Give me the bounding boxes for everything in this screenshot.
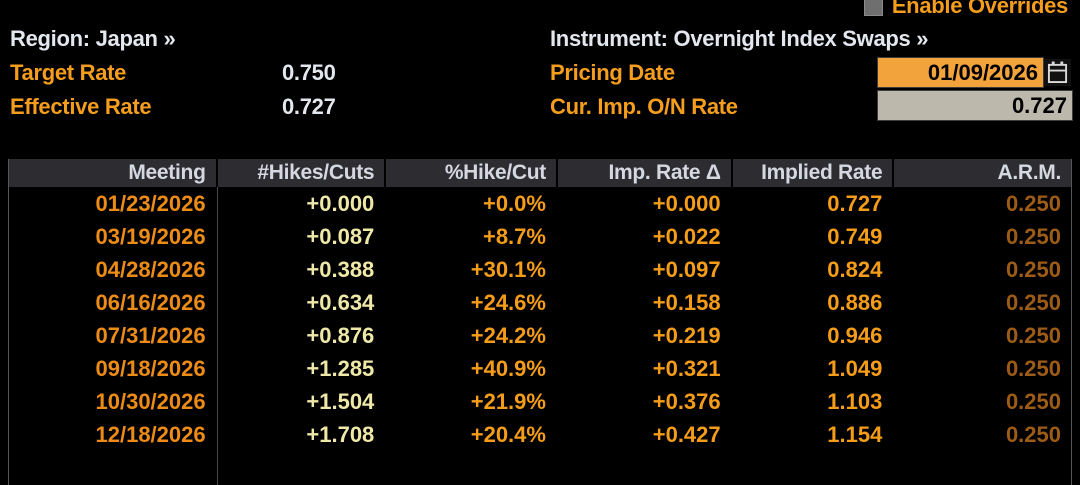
cell-imp-rate-delta: +0.000 (652, 190, 721, 216)
cell-meeting: 06/16/2026 (95, 289, 206, 315)
cell-implied-rate: 0.946 (827, 322, 883, 348)
table-row[interactable]: 04/28/2026 +0.388 +30.1% +0.097 0.824 0.250 (9, 253, 1071, 286)
effective-rate-value: 0.727 (282, 94, 336, 119)
table-header-row: Meeting #Hikes/Cuts %Hike/Cut Imp. Rate … (9, 159, 1071, 187)
cell-implied-rate: 0.886 (827, 289, 883, 315)
cell-imp-rate-delta: +0.376 (652, 388, 721, 414)
cell-meeting: 09/18/2026 (95, 355, 206, 381)
cell-pct-hike-cut: +24.2% (470, 322, 546, 348)
pricing-date-label: Pricing Date (550, 60, 675, 85)
table-row[interactable]: 07/31/2026 +0.876 +24.2% +0.219 0.946 0.250 (9, 319, 1071, 352)
effective-rate-label: Effective Rate (10, 94, 152, 119)
calendar-button[interactable] (1044, 59, 1071, 86)
cell-imp-rate-delta: +0.219 (652, 322, 721, 348)
cell-pct-hike-cut: +21.9% (470, 388, 546, 414)
cell-hikes-cuts: +0.876 (306, 322, 375, 348)
cell-implied-rate: 0.749 (827, 223, 883, 249)
cell-arm: 0.250 (1005, 421, 1061, 447)
cur-imp-on-rate-input[interactable] (877, 90, 1073, 121)
pricing-date-input[interactable] (877, 57, 1044, 88)
cell-meeting: 01/23/2026 (95, 190, 206, 216)
table-row[interactable]: 01/23/2026 +0.000 +0.0% +0.000 0.727 0.250 (9, 187, 1071, 220)
table-row[interactable]: 09/18/2026 +1.285 +40.9% +0.321 1.049 0.250 (9, 352, 1071, 385)
header-implied-rate: Implied Rate (732, 159, 893, 187)
header-arm: A.R.M. (894, 159, 1071, 187)
table-row[interactable]: 06/16/2026 +0.634 +24.6% +0.158 0.886 0.250 (9, 286, 1071, 319)
cell-arm: 0.250 (1005, 322, 1061, 348)
enable-overrides-control: Enable Overrides (863, 0, 1068, 19)
enable-overrides-label: Enable Overrides (891, 0, 1068, 18)
cell-meeting: 03/19/2026 (95, 223, 206, 249)
header-pct-hike-cut: %Hike/Cut (386, 159, 556, 187)
cell-pct-hike-cut: +30.1% (470, 256, 546, 282)
cell-arm: 0.250 (1005, 256, 1061, 282)
cell-imp-rate-delta: +0.321 (652, 355, 721, 381)
cell-implied-rate: 0.727 (827, 190, 883, 216)
cell-implied-rate: 1.049 (827, 355, 883, 381)
target-rate-label: Target Rate (10, 60, 127, 85)
cell-pct-hike-cut: +24.6% (470, 289, 546, 315)
target-rate-value: 0.750 (282, 60, 336, 85)
cell-pct-hike-cut: +0.0% (482, 190, 546, 216)
cell-arm: 0.250 (1005, 190, 1061, 216)
calendar-icon (1047, 61, 1068, 83)
cell-implied-rate: 1.103 (827, 388, 883, 414)
instrument-selector[interactable]: Instrument: Overnight Index Swaps » (550, 26, 929, 51)
meeting-column-divider (217, 187, 218, 485)
cell-implied-rate: 0.824 (827, 256, 883, 282)
cell-hikes-cuts: +0.634 (306, 289, 375, 315)
cell-pct-hike-cut: +20.4% (470, 421, 546, 447)
cell-imp-rate-delta: +0.097 (652, 256, 721, 282)
cell-pct-hike-cut: +40.9% (470, 355, 546, 381)
cell-implied-rate: 1.154 (827, 421, 883, 447)
cell-hikes-cuts: +0.388 (306, 256, 375, 282)
cell-pct-hike-cut: +8.7% (482, 223, 546, 249)
cell-meeting: 10/30/2026 (95, 388, 206, 414)
cell-meeting: 12/18/2026 (95, 421, 206, 447)
table-body: 01/23/2026 +0.000 +0.0% +0.000 0.727 0.250 03/… (9, 187, 1071, 451)
cell-hikes-cuts: +0.000 (306, 190, 375, 216)
cell-hikes-cuts: +1.504 (306, 388, 375, 414)
cell-hikes-cuts: +1.708 (306, 421, 375, 447)
cell-imp-rate-delta: +0.158 (652, 289, 721, 315)
cell-hikes-cuts: +1.285 (306, 355, 375, 381)
cell-hikes-cuts: +0.087 (306, 223, 375, 249)
cell-arm: 0.250 (1005, 223, 1061, 249)
table-row[interactable]: 12/18/2026 +1.708 +20.4% +0.427 1.154 0.250 (9, 418, 1071, 451)
enable-overrides-checkbox[interactable] (863, 0, 883, 16)
cur-imp-on-rate-label: Cur. Imp. O/N Rate (550, 94, 738, 119)
cell-imp-rate-delta: +0.427 (652, 421, 721, 447)
cell-arm: 0.250 (1005, 355, 1061, 381)
cell-meeting: 07/31/2026 (95, 322, 206, 348)
cell-meeting: 04/28/2026 (95, 256, 206, 282)
cell-arm: 0.250 (1005, 289, 1061, 315)
header-hikes-cuts: #Hikes/Cuts (217, 159, 385, 187)
cell-arm: 0.250 (1005, 388, 1061, 414)
cell-imp-rate-delta: +0.022 (652, 223, 721, 249)
table-row[interactable]: 03/19/2026 +0.087 +8.7% +0.022 0.749 0.250 (9, 220, 1071, 253)
header-imp-rate-delta: Imp. Rate Δ (557, 159, 731, 187)
region-selector[interactable]: Region: Japan » (10, 26, 176, 51)
header-meeting: Meeting (9, 159, 216, 187)
table-row[interactable]: 10/30/2026 +1.504 +21.9% +0.376 1.103 0.250 (9, 385, 1071, 418)
meetings-table: Meeting #Hikes/Cuts %Hike/Cut Imp. Rate … (8, 159, 1072, 485)
